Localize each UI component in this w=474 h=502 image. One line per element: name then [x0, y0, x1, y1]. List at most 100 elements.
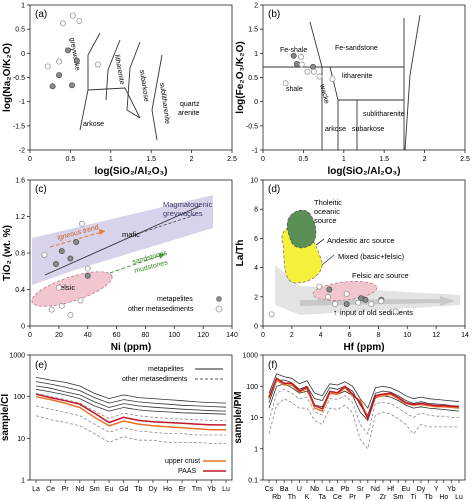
b-litharenite-label: litharenite — [342, 73, 372, 80]
metasediment-point — [304, 68, 311, 75]
a-field-line — [105, 39, 121, 101]
d-source-label: source — [314, 216, 337, 225]
x-axis-label: Hf (ppm) — [343, 342, 384, 353]
element-label: La — [326, 486, 334, 493]
y-axis-label: log(Fe₂O₃/K₂O) — [235, 41, 246, 113]
metasediment-point — [324, 293, 331, 300]
element-label: Lu — [222, 486, 230, 493]
element-label: Dy — [149, 486, 158, 493]
element-label: Ho — [439, 494, 448, 501]
c-legend-meta-marker — [216, 296, 222, 302]
metapelite-point — [52, 260, 59, 267]
element-label: Ho — [163, 486, 172, 493]
element-label: Gd — [119, 486, 128, 493]
panel-e-frame — [29, 354, 233, 481]
a-field-line — [151, 54, 163, 141]
metasediment-point — [316, 283, 323, 290]
element-label: U — [297, 486, 302, 493]
metapelite-line — [35, 377, 227, 404]
metasediment-point — [60, 20, 67, 27]
x-tick-label: 20 — [55, 332, 63, 339]
y-tick-label: 1 — [21, 3, 25, 10]
b-subarkose-label: subarkose — [352, 126, 384, 133]
a-greywacke-label: greywacke — [68, 37, 81, 71]
element-label: Ce — [46, 486, 55, 493]
panel-f-frame — [262, 354, 466, 481]
b-fesandstone-label: Fe-sandstone — [335, 45, 378, 52]
element-label: Hf — [387, 486, 394, 493]
panel-b-label: (b) — [268, 9, 280, 20]
y-tick-label: 2 — [254, 3, 258, 10]
metapelite-point — [73, 57, 80, 64]
metasediment-point — [41, 251, 48, 258]
c-greywackes-label: greywackes — [163, 209, 203, 218]
metasediment-line — [35, 415, 226, 444]
metapelite-point — [343, 301, 350, 308]
metapelite-point — [64, 47, 71, 54]
metapelite-line — [35, 385, 227, 412]
d-felsic-label: Felsic arc source — [352, 271, 409, 280]
b-wacke-label: wacke — [318, 83, 330, 105]
element-label: Nb — [310, 486, 319, 493]
y-tick-label: 1 — [21, 478, 25, 485]
metasediment-line — [35, 405, 226, 436]
d-mixed-leader — [321, 254, 335, 266]
metasediment-point — [77, 297, 84, 304]
c-igneous-trend-arrow — [49, 230, 106, 248]
y-tick-label: 8 — [254, 207, 258, 214]
paas-line — [268, 377, 460, 421]
element-label: Nd — [75, 486, 84, 493]
metasediment-point — [297, 53, 304, 60]
x-tick-label: 0.5 — [66, 156, 76, 163]
metasediment-point — [282, 80, 289, 87]
element-label: Dy — [417, 486, 426, 493]
element-label: Pr — [349, 494, 357, 501]
element-label: La — [32, 486, 40, 493]
y-tick-label: -1 — [19, 99, 25, 106]
a-arkose-label: arkose — [83, 121, 104, 128]
metasediment-point — [69, 12, 76, 19]
x-tick-label: 0 — [28, 156, 32, 163]
x-tick-label: 14 — [461, 332, 469, 339]
metasediment-line — [35, 393, 226, 421]
c-mafic-label: mafic — [122, 230, 140, 239]
y-tick-label: 10 — [250, 415, 258, 422]
x-tick-label: 8 — [376, 332, 380, 339]
metasediment-point — [316, 73, 323, 80]
x-tick-label: 1 — [109, 156, 113, 163]
metasediment-point — [78, 220, 85, 227]
panel-c-points — [41, 220, 91, 319]
y-tick-label: 1.2 — [15, 214, 25, 221]
x-axis-label: log(SiO₂/Al₂O₃) — [328, 166, 401, 177]
x-tick-label: 120 — [197, 332, 209, 339]
metapelite-line — [268, 383, 460, 422]
metasediment-line — [268, 388, 459, 435]
metapelite-point — [58, 248, 65, 255]
y-tick-label: 0.8 — [15, 251, 25, 258]
upper-crust-line — [35, 395, 226, 431]
c-legend-other-marker — [215, 305, 223, 313]
c-trend-line — [44, 205, 201, 276]
a-quartz-label: quartz — [180, 101, 200, 108]
metapelite-point — [49, 83, 56, 90]
element-label: Lu — [455, 494, 463, 501]
element-label: P — [365, 494, 370, 501]
metasediment-point — [332, 301, 339, 308]
metasediment-point — [310, 68, 317, 75]
metasediment-point — [44, 63, 51, 70]
y-axis-label: sample/PM — [233, 391, 244, 443]
b-shale-label: shale — [286, 86, 303, 93]
element-label: Sm — [89, 486, 100, 493]
a-field-line — [87, 87, 141, 119]
metapelite-point — [69, 82, 76, 89]
element-label: Cs — [265, 486, 274, 493]
panel-a-axes: 0 0.5 1 1.5 2 2.5 -2 -1.5 -1 -0.5 0 0.5 1 log(SiO₂/Al… — [2, 3, 237, 178]
metasediment-point — [268, 311, 275, 318]
element-label: K — [305, 494, 310, 501]
metasediment-point — [392, 308, 399, 315]
y-tick-label: 2 — [254, 294, 258, 301]
y-tick-label: 1 — [254, 446, 258, 453]
element-label: Tb — [425, 494, 433, 501]
b-feshale-label: Fe-shale — [280, 47, 307, 54]
